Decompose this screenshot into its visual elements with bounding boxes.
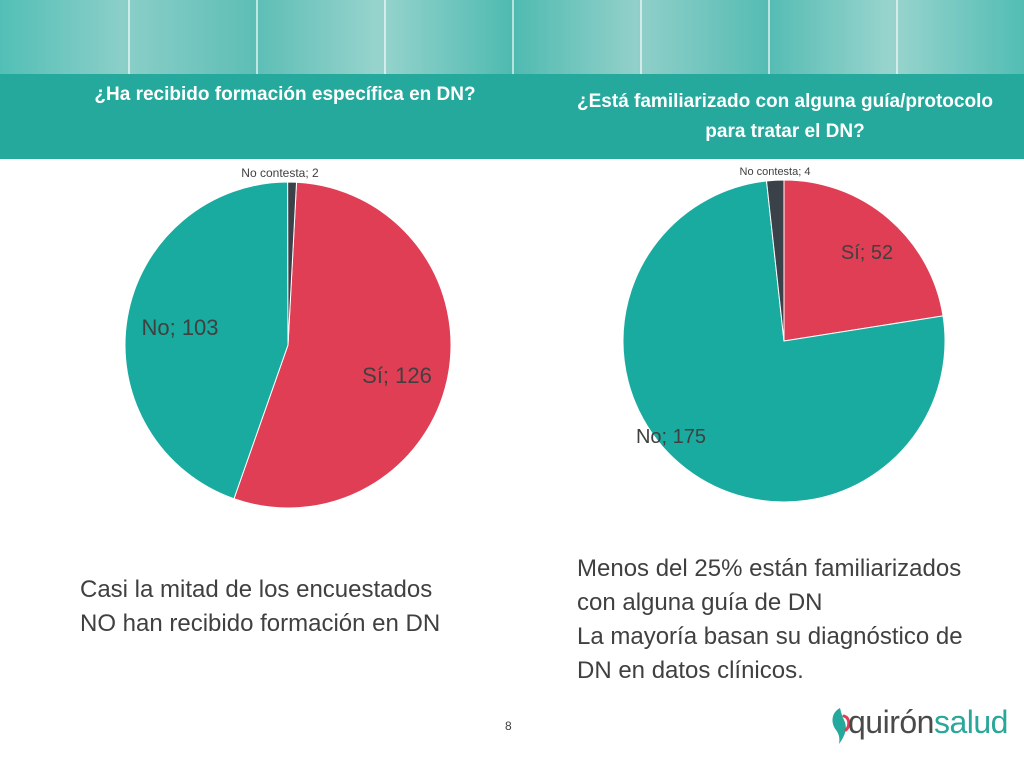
pie-slice-no [622, 180, 946, 503]
header-photo [896, 0, 1024, 74]
logo-text-salud: salud [933, 704, 1009, 740]
logo-mark-icon [832, 708, 851, 744]
quironsalud-logo: quirónsalud [828, 700, 1008, 744]
right-caption: Menos del 25% están familiarizados con a… [577, 552, 1017, 688]
pie-slice-no-contesta [765, 179, 785, 342]
left-caption: Casi la mitad de los encuestados NO han … [80, 573, 510, 641]
header-photo [0, 0, 130, 74]
pie-slice-no-contesta [287, 181, 298, 346]
title-band [0, 74, 1024, 159]
caption-line: con alguna guía de DN [577, 589, 823, 616]
left-chart-title: ¿Ha recibido formación específica en DN? [94, 84, 476, 105]
right-chart-title: ¿Está familiarizado con alguna guía/prot… [577, 91, 993, 142]
header-photo [640, 0, 770, 74]
pie-data-label: Sí; 52 [841, 242, 893, 264]
header-photo-strip [0, 0, 1024, 74]
pie-slice-no [124, 181, 289, 500]
logo-text-quiron: quirón [848, 704, 934, 740]
header-photo [384, 0, 514, 74]
caption-line: La mayoría basan su diagnóstico de [577, 623, 963, 650]
pie-data-label: No; 175 [636, 426, 706, 448]
caption-line: DN en datos clínicos. [577, 657, 804, 684]
logo-wordmark: quirónsalud [848, 704, 1008, 741]
header-photo [512, 0, 642, 74]
pie-data-label: No contesta; 4 [740, 166, 811, 178]
header-photo [256, 0, 386, 74]
pie-slice-s- [233, 181, 452, 509]
pie-slice-s- [783, 179, 944, 342]
caption-line: Menos del 25% están familiarizados [577, 555, 962, 582]
pie-data-label: No contesta; 2 [241, 166, 319, 180]
header-photo [128, 0, 258, 74]
header-photo [768, 0, 898, 74]
page-number: 8 [505, 719, 512, 733]
caption-line: Casi la mitad de los encuestados [80, 576, 433, 603]
pie-data-label: No; 103 [141, 315, 218, 340]
pie-data-label: Sí; 126 [362, 363, 432, 388]
caption-line: NO han recibido formación en DN [80, 610, 441, 637]
